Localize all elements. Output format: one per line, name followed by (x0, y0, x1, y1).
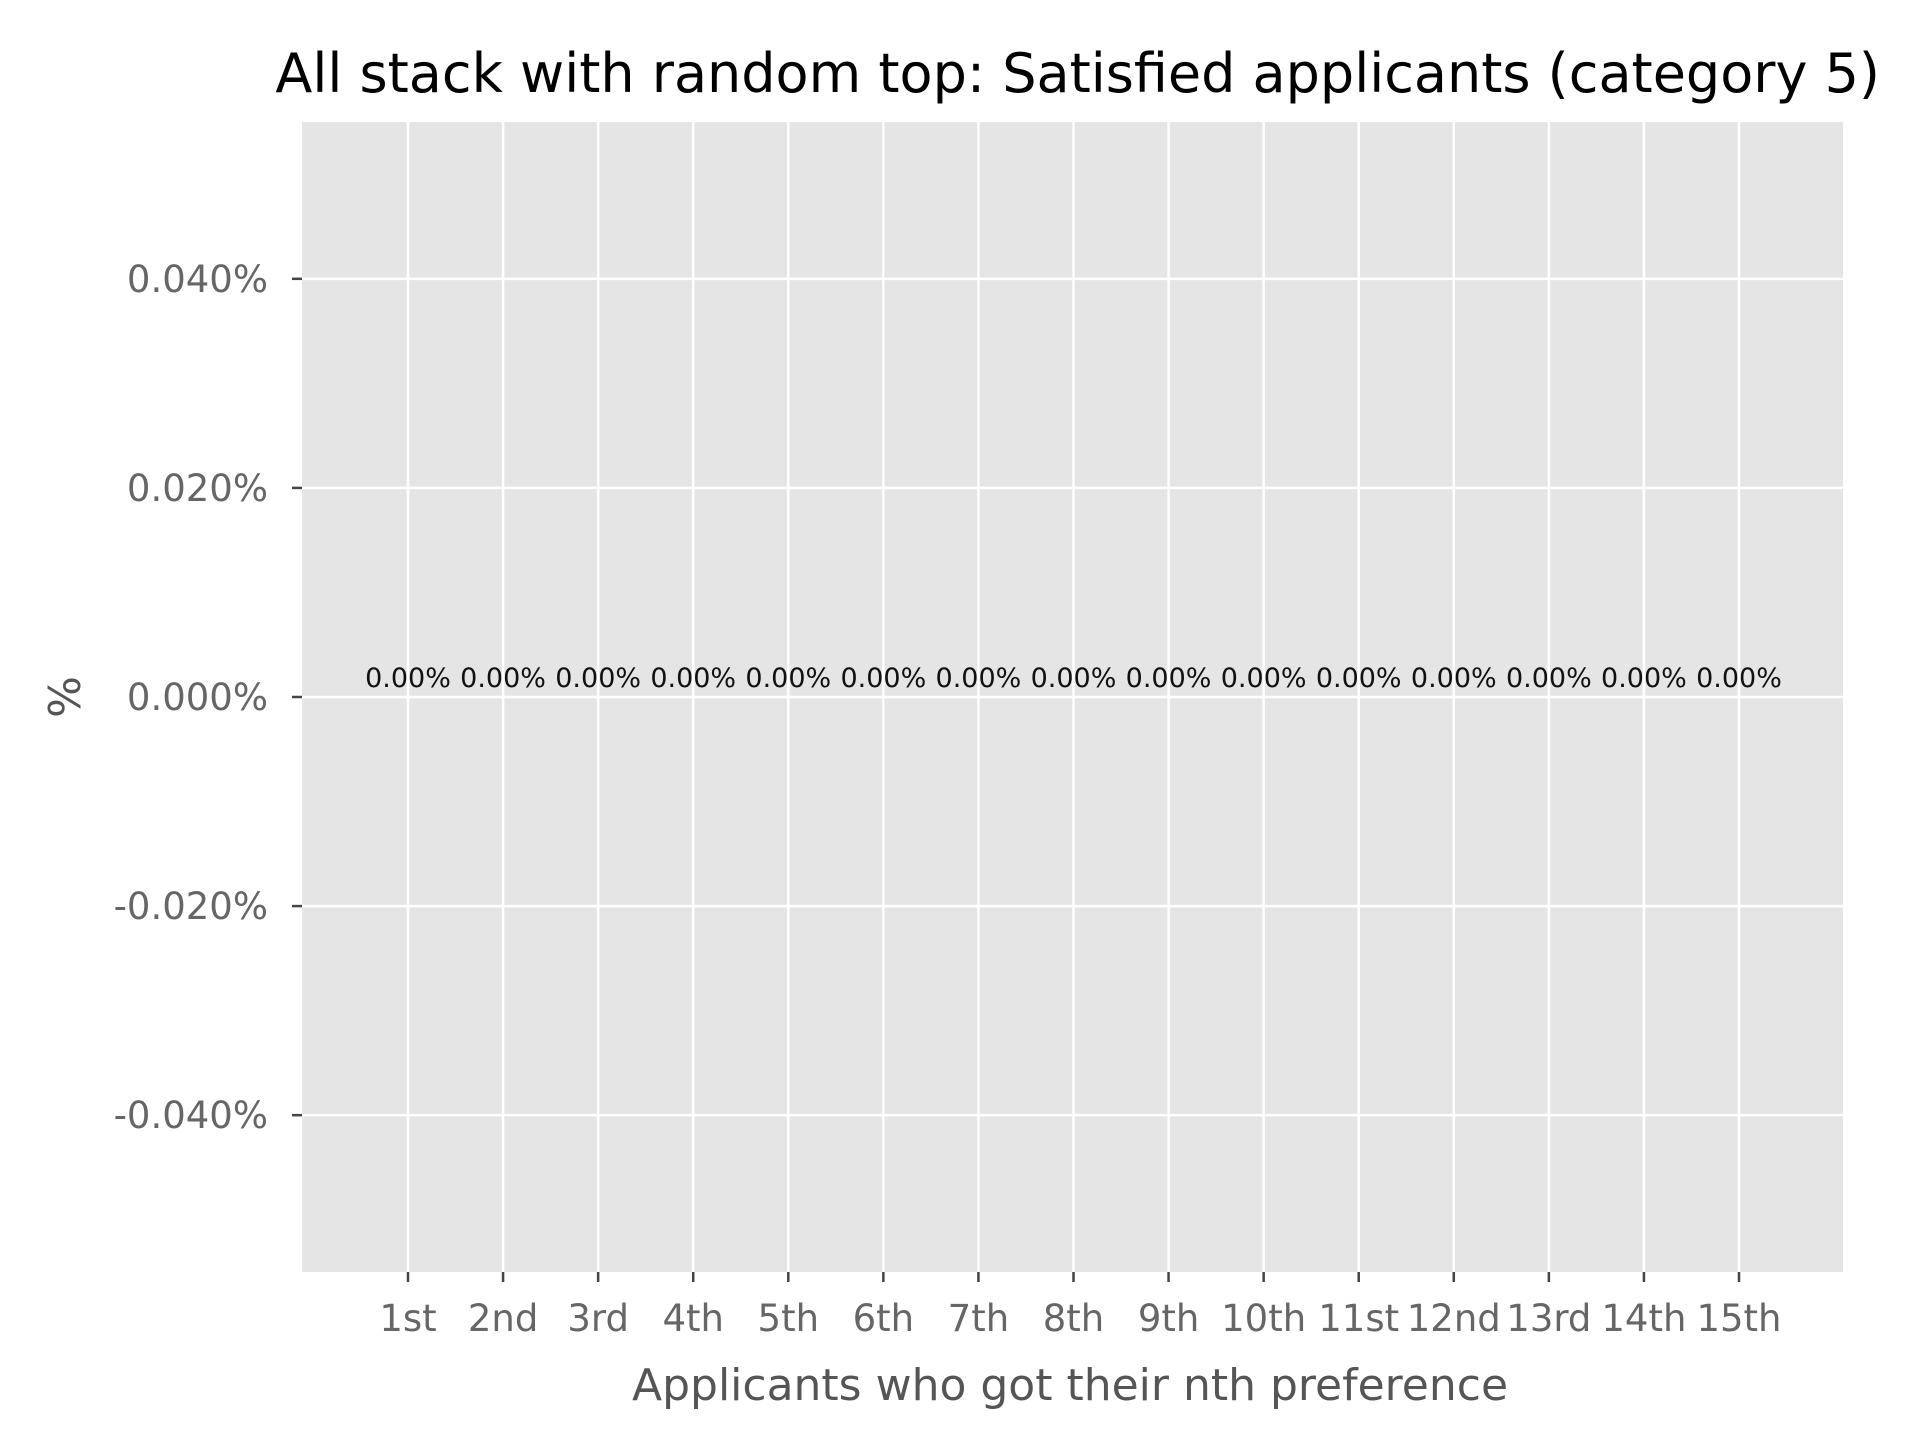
bar-value-label: 0.00% (555, 663, 641, 694)
y-tick-label: -0.020% (114, 885, 268, 928)
bar-value-label: 0.00% (745, 663, 831, 694)
y-tick-label: 0.000% (127, 676, 268, 719)
y-axis: 0.040% 0.020% 0.000% -0.020% -0.040% (114, 258, 302, 1137)
x-tick-label: 6th (853, 1297, 915, 1340)
bar-value-label: 0.00% (1506, 663, 1592, 694)
bar-value-label: 0.00% (1031, 663, 1117, 694)
y-tick-label: 0.040% (127, 258, 268, 301)
bar-value-label: 0.00% (840, 663, 926, 694)
x-tick-label: 10th (1221, 1297, 1306, 1340)
bar-value-label: 0.00% (1126, 663, 1212, 694)
x-axis: 1st 2nd 3rd 4th 5th 6th 7th 8th 9th 10th 11st 12nd 1… (379, 1272, 1782, 1340)
bar-value-label: 0.00% (936, 663, 1022, 694)
bar-value-label: 0.00% (1696, 663, 1782, 694)
x-tick-label: 15th (1696, 1297, 1781, 1340)
x-tick-label: 2nd (468, 1297, 538, 1340)
x-tick-label: 11st (1318, 1297, 1399, 1340)
bar-value-label: 0.00% (365, 663, 451, 694)
x-tick-label: 4th (662, 1297, 724, 1340)
bar-value-label: 0.00% (460, 663, 546, 694)
x-tick-label: 14th (1601, 1297, 1686, 1340)
y-axis-title: % (40, 676, 91, 718)
x-tick-label: 7th (948, 1297, 1010, 1340)
x-tick-label: 12nd (1407, 1297, 1501, 1340)
y-tick-label: -0.040% (114, 1094, 268, 1137)
x-tick-label: 5th (758, 1297, 820, 1340)
x-axis-title: Applicants who got their nth preference (632, 1360, 1508, 1411)
gridlines (302, 122, 1843, 1272)
bar-value-label: 0.00% (1316, 663, 1402, 694)
y-tick-label: 0.020% (127, 467, 268, 510)
x-tick-label: 8th (1043, 1297, 1105, 1340)
data-labels: 0.00% 0.00% 0.00% 0.00% 0.00% 0.00% 0.00% 0.00%… (365, 663, 1782, 694)
bar-value-label: 0.00% (1221, 663, 1307, 694)
bar-value-label: 0.00% (650, 663, 736, 694)
x-tick-label: 13rd (1506, 1297, 1591, 1340)
x-tick-label: 9th (1138, 1297, 1200, 1340)
bar-value-label: 0.00% (1601, 663, 1687, 694)
chart-title: All stack with random top: Satisfied app… (275, 42, 1880, 105)
x-tick-label: 3rd (567, 1297, 629, 1340)
bar-value-label: 0.00% (1411, 663, 1497, 694)
x-tick-label: 1st (379, 1297, 436, 1340)
